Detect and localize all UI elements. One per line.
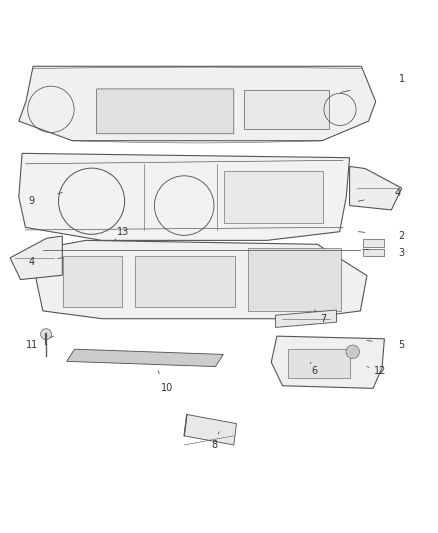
- Bar: [363, 249, 385, 256]
- Text: 4: 4: [394, 188, 400, 198]
- Bar: [135, 256, 235, 307]
- Polygon shape: [350, 166, 402, 210]
- Polygon shape: [67, 349, 223, 367]
- Polygon shape: [184, 415, 237, 445]
- Text: 3: 3: [399, 248, 405, 259]
- Text: 7: 7: [320, 314, 327, 324]
- Bar: [244, 90, 329, 129]
- Text: 5: 5: [399, 340, 405, 350]
- Polygon shape: [10, 236, 62, 279]
- Polygon shape: [19, 66, 376, 141]
- FancyBboxPatch shape: [96, 89, 234, 134]
- Polygon shape: [36, 240, 367, 319]
- Bar: [363, 239, 385, 247]
- Polygon shape: [19, 154, 350, 240]
- Text: 4: 4: [29, 257, 35, 267]
- Text: 1: 1: [399, 75, 405, 84]
- Text: 10: 10: [161, 383, 173, 393]
- Circle shape: [41, 329, 51, 340]
- Circle shape: [346, 345, 360, 359]
- Bar: [224, 171, 323, 223]
- Bar: [248, 248, 340, 311]
- Bar: [288, 349, 350, 378]
- Polygon shape: [276, 310, 336, 327]
- Text: 6: 6: [312, 366, 318, 376]
- Text: 2: 2: [399, 231, 405, 241]
- Polygon shape: [271, 336, 385, 389]
- Text: 12: 12: [374, 366, 386, 376]
- Text: 8: 8: [212, 440, 218, 450]
- Text: 11: 11: [26, 340, 38, 350]
- Text: 13: 13: [117, 227, 129, 237]
- Bar: [63, 256, 122, 307]
- Text: 9: 9: [29, 196, 35, 206]
